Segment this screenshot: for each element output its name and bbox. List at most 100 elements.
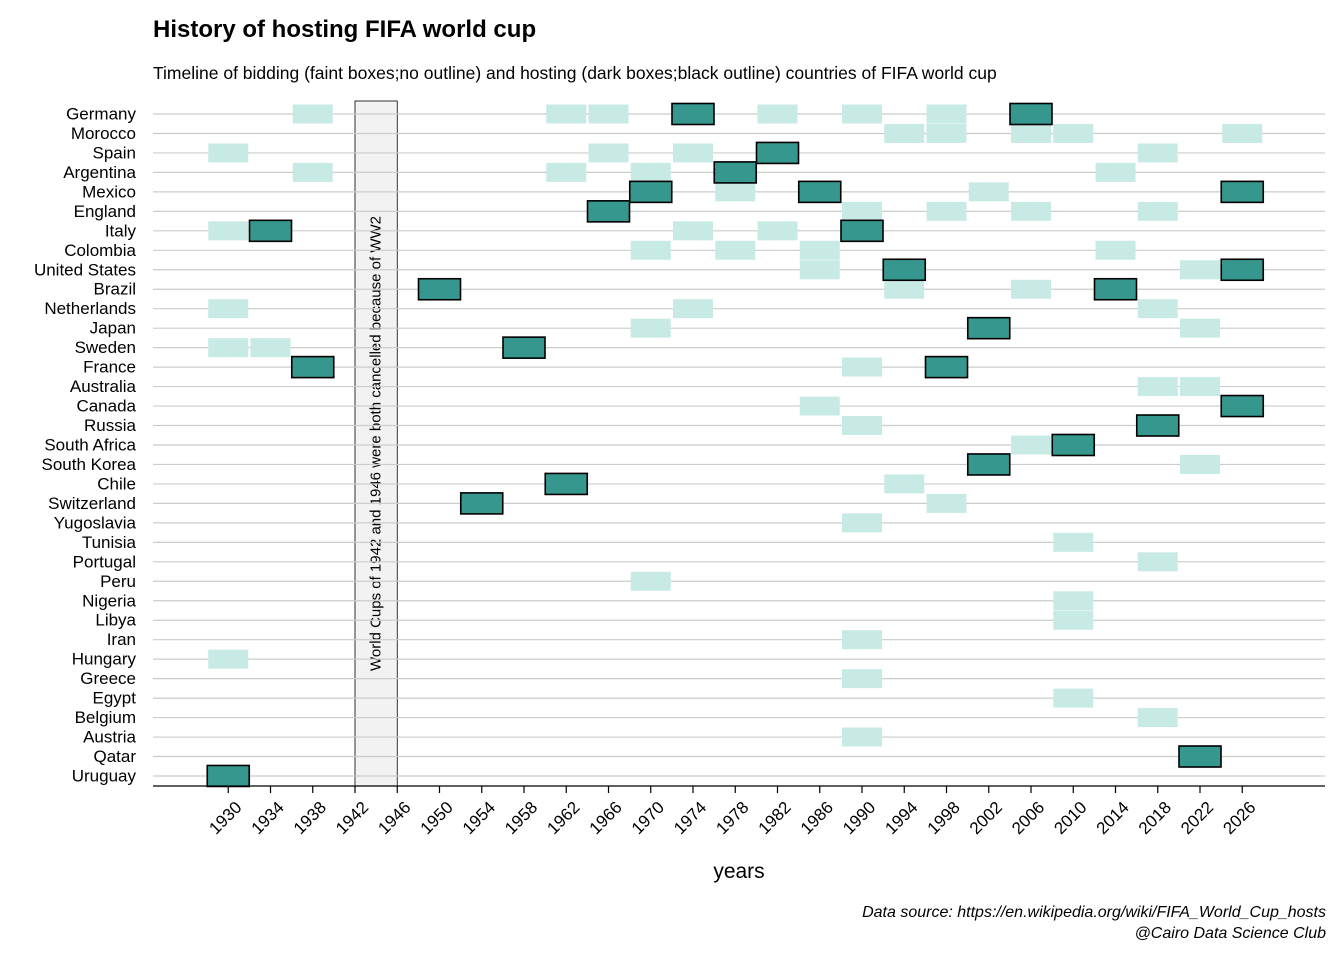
x-tick-label: 1966 xyxy=(586,798,626,838)
x-tick-label: 2022 xyxy=(1177,798,1217,838)
bid-box xyxy=(546,162,587,182)
x-tick-label: 2002 xyxy=(966,798,1006,838)
country-label: Yugoslavia xyxy=(54,513,137,532)
bid-box xyxy=(926,104,967,124)
x-tick-label: 2014 xyxy=(1093,798,1133,838)
bid-box xyxy=(1011,435,1051,455)
host-box xyxy=(1135,414,1180,437)
country-label: Spain xyxy=(93,143,136,162)
x-tick-label: 1990 xyxy=(839,798,879,838)
bid-box xyxy=(1222,123,1263,143)
country-label: Egypt xyxy=(93,689,137,708)
host-box xyxy=(1220,258,1265,282)
bid-box xyxy=(842,727,882,747)
x-axis-title: years xyxy=(713,860,764,883)
bid-box xyxy=(1053,591,1094,611)
axes: GermanyMoroccoSpainArgentinaMexicoEnglan… xyxy=(34,105,1325,883)
bid-box xyxy=(1137,143,1178,163)
bid-box xyxy=(842,630,882,650)
bid-box xyxy=(884,279,925,299)
caption-credit: @Cairo Data Science Club xyxy=(1134,925,1326,942)
country-label: Colombia xyxy=(64,241,136,260)
x-tick-label: 2026 xyxy=(1219,798,1259,838)
host-box xyxy=(713,161,758,184)
host-box xyxy=(1009,102,1053,126)
host-box xyxy=(459,492,504,515)
caption: Data source: https://en.wikipedia.org/wi… xyxy=(862,902,1326,944)
country-label: Netherlands xyxy=(44,299,136,318)
bid-box xyxy=(1053,532,1094,552)
bid-box xyxy=(715,240,756,260)
bid-box xyxy=(884,474,925,494)
bid-box xyxy=(842,416,882,436)
country-label: Austria xyxy=(83,728,136,747)
country-label: South Africa xyxy=(44,435,136,454)
country-label: Germany xyxy=(66,105,136,124)
country-label: Nigeria xyxy=(82,591,136,610)
bid-box xyxy=(673,143,713,163)
bid-box xyxy=(715,182,756,202)
country-label: Libya xyxy=(95,611,136,630)
country-label: Russia xyxy=(84,416,137,435)
x-tick-label: 2010 xyxy=(1050,798,1090,838)
bid-box xyxy=(1011,279,1051,299)
bid-box xyxy=(1053,688,1094,708)
bid-box xyxy=(1011,201,1051,221)
bid-box xyxy=(588,104,629,124)
country-label: Italy xyxy=(105,221,137,240)
bid-box xyxy=(1180,318,1220,338)
bid-box xyxy=(208,221,249,241)
bid-box xyxy=(842,104,882,124)
bid-box xyxy=(1137,299,1178,319)
bid-box xyxy=(630,240,671,260)
bid-box xyxy=(799,260,840,280)
bid-box xyxy=(884,123,925,143)
country-label: United States xyxy=(34,260,136,279)
country-label: France xyxy=(83,358,136,377)
x-tick-label: 1958 xyxy=(501,798,541,838)
bid-box xyxy=(630,571,671,591)
host-box xyxy=(206,764,251,788)
x-tick-label: 1974 xyxy=(670,798,710,838)
ww2-annotation-box xyxy=(354,100,398,787)
bid-box xyxy=(208,299,249,319)
country-label: Morocco xyxy=(71,124,136,143)
bid-box xyxy=(1011,123,1051,143)
bid-box xyxy=(292,104,333,124)
bid-box xyxy=(926,201,967,221)
x-tick-label: 2006 xyxy=(1008,798,1048,838)
host-box xyxy=(586,200,631,223)
host-box xyxy=(1220,394,1265,418)
country-label: Greece xyxy=(80,669,136,688)
country-label: Japan xyxy=(90,319,136,338)
bid-box xyxy=(1053,123,1094,143)
caption-source: Data source: https://en.wikipedia.org/wi… xyxy=(862,904,1326,921)
bid-box xyxy=(842,201,882,221)
host-box xyxy=(628,180,673,204)
bid-box xyxy=(1137,201,1178,221)
country-label: Australia xyxy=(70,377,137,396)
country-label: Uruguay xyxy=(72,766,137,785)
bid-box xyxy=(1137,552,1178,572)
host-box xyxy=(417,277,462,301)
x-tick-label: 2018 xyxy=(1135,798,1175,838)
bid-box xyxy=(673,299,713,319)
host-box xyxy=(966,316,1011,340)
bid-box xyxy=(842,357,882,377)
country-label: Portugal xyxy=(73,552,136,571)
bid-box xyxy=(799,396,840,416)
bid-box xyxy=(968,182,1009,202)
host-boxes xyxy=(206,102,1265,788)
host-box xyxy=(671,102,715,126)
bid-box xyxy=(757,104,798,124)
x-tick-label: 1954 xyxy=(459,798,499,838)
chart-title: History of hosting FIFA world cup xyxy=(153,16,537,43)
x-tick-label: 1986 xyxy=(797,798,837,838)
host-box xyxy=(1178,745,1222,768)
country-label: Peru xyxy=(100,572,136,591)
bid-box xyxy=(1180,260,1220,280)
host-box xyxy=(1220,180,1265,204)
x-tick-label: 1934 xyxy=(248,798,288,838)
country-label: Brazil xyxy=(93,280,136,299)
